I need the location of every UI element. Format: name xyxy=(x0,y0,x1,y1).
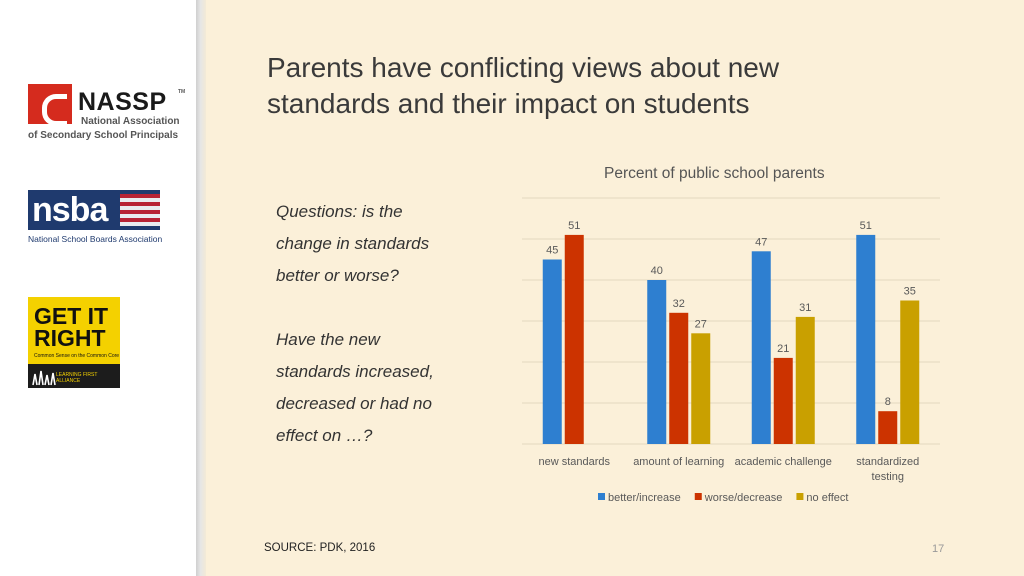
question-line: better or worse? xyxy=(276,266,399,285)
nassp-tm: TM xyxy=(178,89,186,95)
question-line: Questions: is the xyxy=(276,202,403,221)
bar-value-label: 31 xyxy=(799,302,811,314)
sidebar-divider xyxy=(196,0,206,576)
nassp-wordmark: NASSP xyxy=(78,88,167,116)
question-line: change in standards xyxy=(276,234,430,253)
page-number: 17 xyxy=(932,543,945,555)
raised-hands-icon xyxy=(32,370,56,386)
category-label: academic challenge xyxy=(735,456,832,468)
logo-sidebar: NASSP TM National Association of Seconda… xyxy=(0,0,196,576)
question-line: Have the new xyxy=(276,330,380,349)
bar-value-label: 45 xyxy=(546,245,558,257)
nsba-subtitle: National School Boards Association xyxy=(28,234,163,244)
bar-value-label: 21 xyxy=(777,343,789,355)
get-it-right-logo: GET IT RIGHT Common Sense on the Common … xyxy=(28,297,120,388)
grouped-bar-chart: 45 51 new standards 40 32 27 amount of learnin… xyxy=(522,197,940,504)
category-label: new standards xyxy=(538,456,610,468)
gir-line2: RIGHT xyxy=(34,325,106,351)
slide-title: Parents have conflicting views about new… xyxy=(267,52,780,119)
bar-value-label: 51 xyxy=(860,220,872,232)
nassp-line1: National Association xyxy=(81,116,180,127)
bar xyxy=(856,234,876,444)
category-label: amount of learning xyxy=(633,456,724,468)
nassp-mark-icon xyxy=(28,84,72,126)
bar-value-label: 35 xyxy=(904,286,916,298)
gir-tagline: Common Sense on the Common Core xyxy=(34,353,120,359)
legend-swatch xyxy=(694,493,702,500)
bar xyxy=(669,312,689,444)
bar xyxy=(900,300,920,444)
question-line: decreased or had no xyxy=(276,394,432,413)
category-label: standardized xyxy=(856,456,919,468)
legend-label: worse/decrease xyxy=(704,492,783,504)
bar xyxy=(773,357,793,444)
nsba-logo: nsba National School Boards Association xyxy=(28,190,162,248)
questions-text: Questions: is the change in standards be… xyxy=(276,196,476,452)
legend-label: no effect xyxy=(806,492,848,504)
bar-value-label: 32 xyxy=(673,298,685,310)
chart-title: Percent of public school parents xyxy=(604,165,825,182)
bar xyxy=(542,259,562,444)
bar-value-label: 27 xyxy=(695,318,707,330)
bar xyxy=(691,333,711,444)
bar-value-label: 40 xyxy=(651,265,663,277)
bar xyxy=(564,234,584,444)
legend-swatch xyxy=(598,493,605,500)
flag-stripes-icon xyxy=(120,194,160,226)
legend-label: better/increase xyxy=(608,492,681,504)
bar-value-label: 51 xyxy=(568,220,580,232)
bar xyxy=(751,251,771,444)
bar xyxy=(878,411,898,444)
bar xyxy=(647,280,667,444)
gir-footer-band: LEARNING FIRST ALLIANCE xyxy=(28,364,120,388)
legend-swatch xyxy=(796,493,804,500)
gir-footer: LEARNING FIRST ALLIANCE xyxy=(56,372,98,384)
bar-value-label: 47 xyxy=(755,236,767,248)
gir-line1: GET IT xyxy=(34,303,109,329)
gir-wordmark: GET IT RIGHT xyxy=(34,303,109,351)
question-line: standards increased, xyxy=(276,362,434,381)
category-label: testing xyxy=(872,471,904,483)
question-line: effect on …? xyxy=(276,426,373,445)
source-note: SOURCE: PDK, 2016 xyxy=(264,542,376,554)
nassp-line2: of Secondary School Principals xyxy=(28,130,179,141)
bar xyxy=(795,316,815,444)
bar-value-label: 8 xyxy=(885,396,891,408)
nassp-logo: NASSP TM National Association of Seconda… xyxy=(28,82,188,146)
question-spacer xyxy=(276,292,476,324)
